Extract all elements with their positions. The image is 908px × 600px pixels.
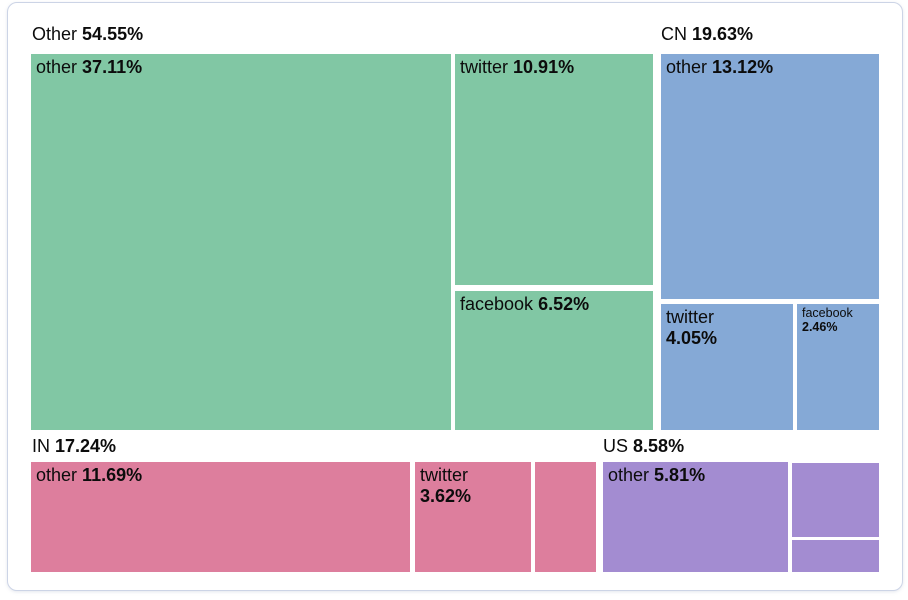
tile-percentage: 13.12% bbox=[712, 57, 774, 77]
group-name: Other bbox=[32, 24, 78, 44]
tile-cn-facebook[interactable]: facebook 2.46% bbox=[797, 304, 879, 430]
tile-percentage: 37.11% bbox=[82, 57, 143, 77]
group-percentage: 17.24% bbox=[55, 436, 117, 456]
tile-percentage: 11.69% bbox=[82, 465, 143, 485]
tile-percentage: 3.62% bbox=[420, 485, 472, 506]
tile-us-other[interactable]: other 5.81% bbox=[603, 462, 788, 572]
group-name: US bbox=[603, 436, 629, 456]
tile-label: facebook 2.46% bbox=[797, 304, 879, 335]
tile-label: facebook 6.52% bbox=[455, 291, 653, 315]
tile-label: twitter 3.62% bbox=[415, 462, 531, 506]
group-label-other: Other 54.55% bbox=[32, 25, 143, 44]
tile-percentage: 4.05% bbox=[666, 327, 718, 348]
tile-in-unlabeled-2[interactable] bbox=[535, 462, 596, 572]
tile-name: twitter bbox=[460, 57, 509, 77]
tile-label: twitter 10.91% bbox=[455, 54, 653, 78]
group-name: CN bbox=[661, 24, 687, 44]
tile-name: facebook bbox=[460, 294, 534, 314]
tile-cn-twitter[interactable]: twitter 4.05% bbox=[661, 304, 793, 430]
tile-label: other 13.12% bbox=[661, 54, 879, 78]
tile-name: twitter bbox=[420, 465, 469, 485]
group-label-in: IN 17.24% bbox=[32, 437, 116, 456]
tile-label: twitter 4.05% bbox=[661, 304, 793, 348]
tile-name: twitter bbox=[666, 307, 715, 327]
tile-percentage: 5.81% bbox=[654, 465, 706, 485]
group-label-cn: CN 19.63% bbox=[661, 25, 753, 44]
tile-percentage: 10.91% bbox=[513, 57, 575, 77]
group-percentage: 8.58% bbox=[633, 436, 685, 456]
tile-cn-other[interactable]: other 13.12% bbox=[661, 54, 879, 299]
tile-other-other[interactable]: other 37.11% bbox=[31, 54, 451, 430]
tile-label: other 5.81% bbox=[603, 462, 788, 486]
tile-name: other bbox=[36, 57, 78, 77]
tile-name: other bbox=[608, 465, 650, 485]
tile-label: other 11.69% bbox=[31, 462, 410, 486]
tile-in-twitter[interactable]: twitter 3.62% bbox=[415, 462, 531, 572]
tile-us-unlabeled-1[interactable] bbox=[792, 463, 879, 537]
tile-other-twitter[interactable]: twitter 10.91% bbox=[455, 54, 653, 285]
group-label-us: US 8.58% bbox=[603, 437, 684, 456]
group-percentage: 54.55% bbox=[82, 24, 144, 44]
tile-percentage: 6.52% bbox=[538, 294, 590, 314]
tile-percentage: 2.46% bbox=[802, 320, 838, 335]
tile-label: other 37.11% bbox=[31, 54, 451, 78]
tile-name: other bbox=[36, 465, 78, 485]
tile-name: facebook bbox=[802, 306, 853, 320]
tile-us-unlabeled-2[interactable] bbox=[792, 540, 879, 572]
tile-name: other bbox=[666, 57, 708, 77]
tile-in-other[interactable]: other 11.69% bbox=[31, 462, 410, 572]
tile-other-facebook[interactable]: facebook 6.52% bbox=[455, 291, 653, 430]
group-name: IN bbox=[32, 436, 50, 456]
group-percentage: 19.63% bbox=[692, 24, 754, 44]
